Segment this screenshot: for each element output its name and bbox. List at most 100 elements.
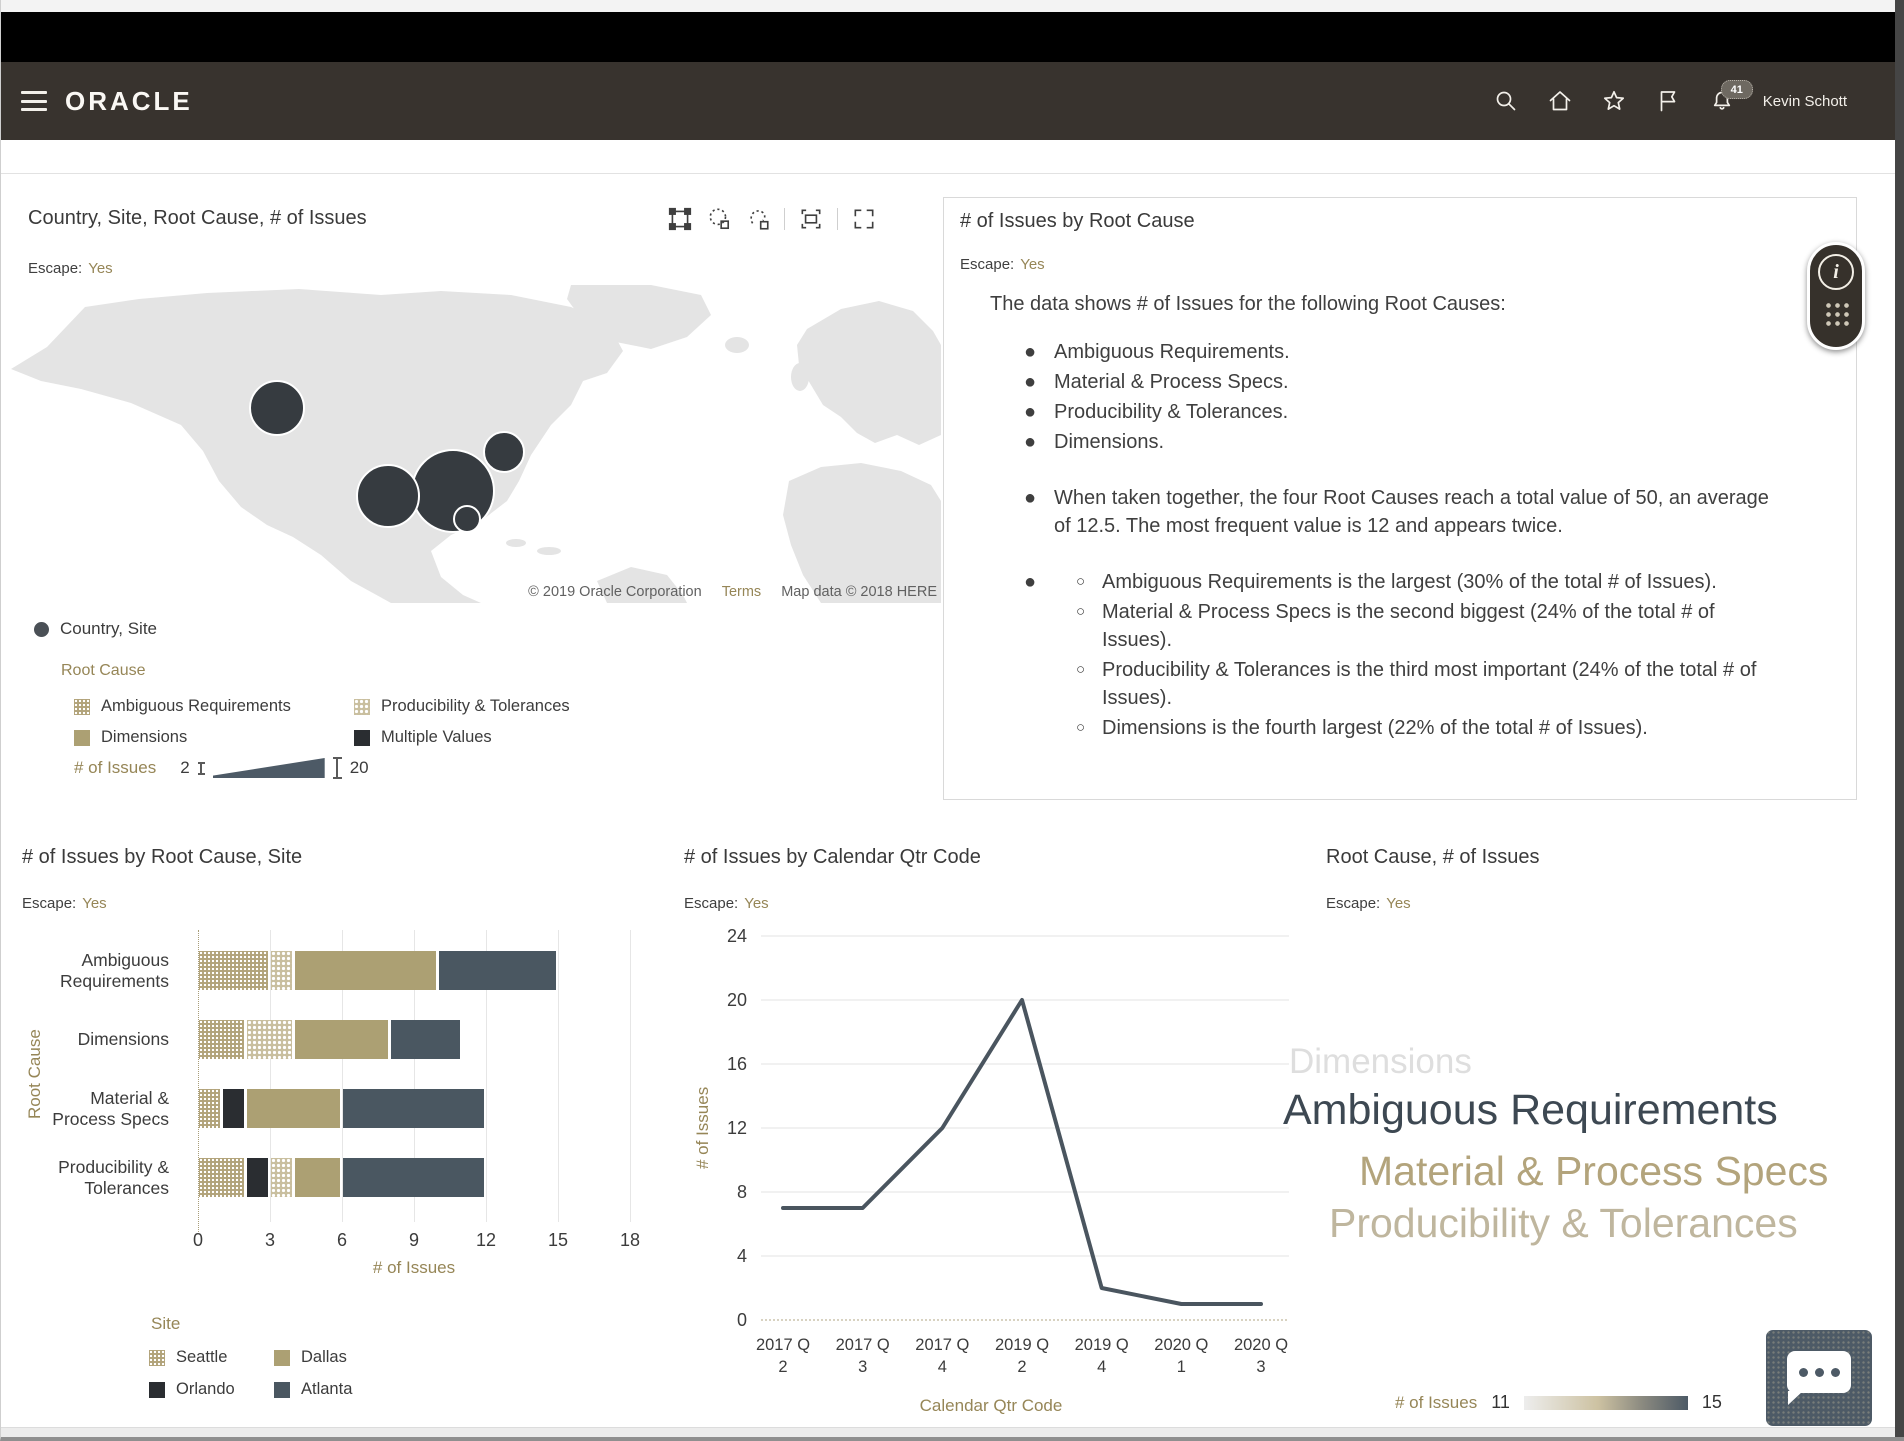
freeform-select-icon[interactable]	[745, 206, 771, 232]
legend-item[interactable]: Atlanta	[274, 1380, 352, 1399]
legend-swatch[interactable]	[74, 729, 90, 746]
legend-item[interactable]: Orlando	[149, 1380, 274, 1399]
world-map[interactable]	[11, 285, 941, 603]
line-y-tick-label: 24	[727, 926, 747, 946]
bar-gridline	[270, 930, 271, 1222]
legend-swatch[interactable]	[149, 1349, 165, 1366]
bar-segment[interactable]	[199, 951, 268, 990]
tag-word-dimensions[interactable]: Dimensions	[1289, 1042, 1472, 1081]
bar-segment[interactable]	[247, 1158, 268, 1197]
legend-item[interactable]: Producibility & Tolerances	[354, 697, 570, 716]
tag-word-material-process-specs[interactable]: Material & Process Specs	[1359, 1148, 1829, 1194]
window-right-edge	[1895, 0, 1904, 1437]
size-min: 2	[180, 758, 190, 777]
legend-item[interactable]: Multiple Values	[354, 728, 570, 747]
insights-panel: # of Issues by Root Cause Escape: Yes The…	[943, 197, 1857, 800]
bar-segment[interactable]	[271, 1158, 292, 1197]
bar-segment[interactable]	[391, 1020, 460, 1059]
map-data-bubble[interactable]	[356, 464, 420, 528]
bar-segment[interactable]	[199, 1020, 244, 1059]
line-y-tick-label: 0	[737, 1310, 747, 1330]
home-icon[interactable]	[1547, 88, 1573, 114]
bar-x-tick-label: 6	[336, 1230, 347, 1250]
legend-swatch[interactable]	[354, 729, 370, 746]
terms-link[interactable]: Terms	[721, 584, 762, 600]
toolbar-divider	[837, 208, 838, 230]
favorites-star-icon[interactable]	[1601, 88, 1627, 114]
hamburger-menu-icon[interactable]	[21, 91, 47, 111]
legend-swatch[interactable]	[149, 1381, 165, 1398]
bar-gridline	[486, 930, 487, 1222]
color-gradient-ramp	[1523, 1395, 1688, 1410]
bar-segment[interactable]	[439, 951, 556, 990]
bar-x-tick-label: 18	[619, 1230, 641, 1250]
legend-swatch[interactable]	[74, 698, 90, 715]
fullscreen-icon[interactable]	[851, 206, 877, 232]
bar-segment[interactable]	[343, 1089, 484, 1128]
map-data-bubble[interactable]	[453, 505, 481, 533]
bar-segment[interactable]	[247, 1020, 292, 1059]
chat-bubble-icon	[1787, 1351, 1851, 1393]
chat-widget-button[interactable]	[1766, 1330, 1872, 1426]
app-header: ORACLE 41 Kevin Schott	[1, 62, 1895, 140]
bar-segment[interactable]	[295, 951, 436, 990]
bar-x-tick-label: 12	[475, 1230, 497, 1250]
bar-segment[interactable]	[271, 951, 292, 990]
notification-badge: 41	[1720, 80, 1753, 99]
grid-dots-icon[interactable]	[1823, 300, 1849, 326]
map-data-bubble[interactable]	[249, 380, 305, 436]
bar-segment[interactable]	[295, 1020, 388, 1059]
radial-select-icon[interactable]	[706, 206, 732, 232]
line-data-series[interactable]	[781, 998, 1263, 1306]
insights-title: # of Issues by Root Cause	[960, 210, 1195, 232]
legend-swatch[interactable]	[274, 1349, 290, 1366]
bar-chart-plot[interactable]: 0 3 6 9 12 15 18 Ambiguous Requirements Dimensio…	[11, 930, 661, 1260]
bar-segment[interactable]	[223, 1089, 244, 1128]
notifications-bell-icon[interactable]: 41	[1709, 80, 1753, 114]
line-y-tick-label: 4	[737, 1246, 747, 1266]
flag-icon[interactable]	[1655, 88, 1681, 114]
zoom-to-data-icon[interactable]	[798, 206, 824, 232]
legend-item[interactable]: Dimensions	[74, 728, 354, 747]
map-data-bubble[interactable]	[411, 449, 495, 533]
bar-segment[interactable]	[199, 1089, 220, 1128]
line-chart-title: # of Issues by Calendar Qtr Code	[684, 846, 981, 868]
insights-escape-filter: Escape: Yes	[960, 256, 1045, 273]
bar-segment[interactable]	[247, 1089, 340, 1128]
line-y-tick-label: 8	[737, 1182, 747, 1202]
legend-swatch[interactable]	[274, 1381, 290, 1398]
line-y-tick-label: 20	[727, 990, 747, 1010]
map-viz-title: Country, Site, Root Cause, # of Issues	[28, 207, 367, 229]
legend-item[interactable]: Seattle	[149, 1348, 274, 1367]
insights-floating-widget[interactable]: i	[1807, 242, 1865, 350]
bar-x-tick-label: 0	[192, 1230, 203, 1250]
legend-item[interactable]: Dallas	[274, 1348, 352, 1367]
insights-body: The data shows # of Issues for the follo…	[984, 290, 1784, 742]
size-slider-handle-max[interactable]	[332, 757, 342, 779]
bar-legend: Seattle Dallas Orlando Atlanta	[149, 1348, 352, 1399]
bar-segment[interactable]	[343, 1158, 484, 1197]
size-slider-handle-min[interactable]	[197, 761, 205, 775]
tag-word-ambiguous-requirements[interactable]: Ambiguous Requirements	[1283, 1086, 1778, 1134]
bar-segment[interactable]	[295, 1158, 340, 1197]
bar-segment[interactable]	[199, 1158, 244, 1197]
browser-black-bar	[1, 12, 1895, 62]
info-icon[interactable]: i	[1818, 254, 1854, 290]
user-menu[interactable]: Kevin Schott	[1762, 92, 1847, 110]
legend-swatch[interactable]	[354, 698, 370, 715]
bar-x-axis-title: # of Issues	[372, 1258, 456, 1277]
bar-category-label: Dimensions	[77, 1029, 169, 1049]
tag-cloud-legend: # of Issues 11 15	[1395, 1392, 1722, 1413]
legend-item[interactable]: Ambiguous Requirements	[74, 697, 354, 716]
search-icon[interactable]	[1493, 88, 1519, 114]
rect-select-icon[interactable]	[667, 206, 693, 232]
line-y-tick-label: 12	[727, 1118, 747, 1138]
tag-word-producibility-tolerances[interactable]: Producibility & Tolerances	[1329, 1200, 1798, 1246]
map-data-bubble[interactable]	[483, 431, 525, 473]
bar-category-label: Ambiguous Requirements	[60, 949, 169, 991]
